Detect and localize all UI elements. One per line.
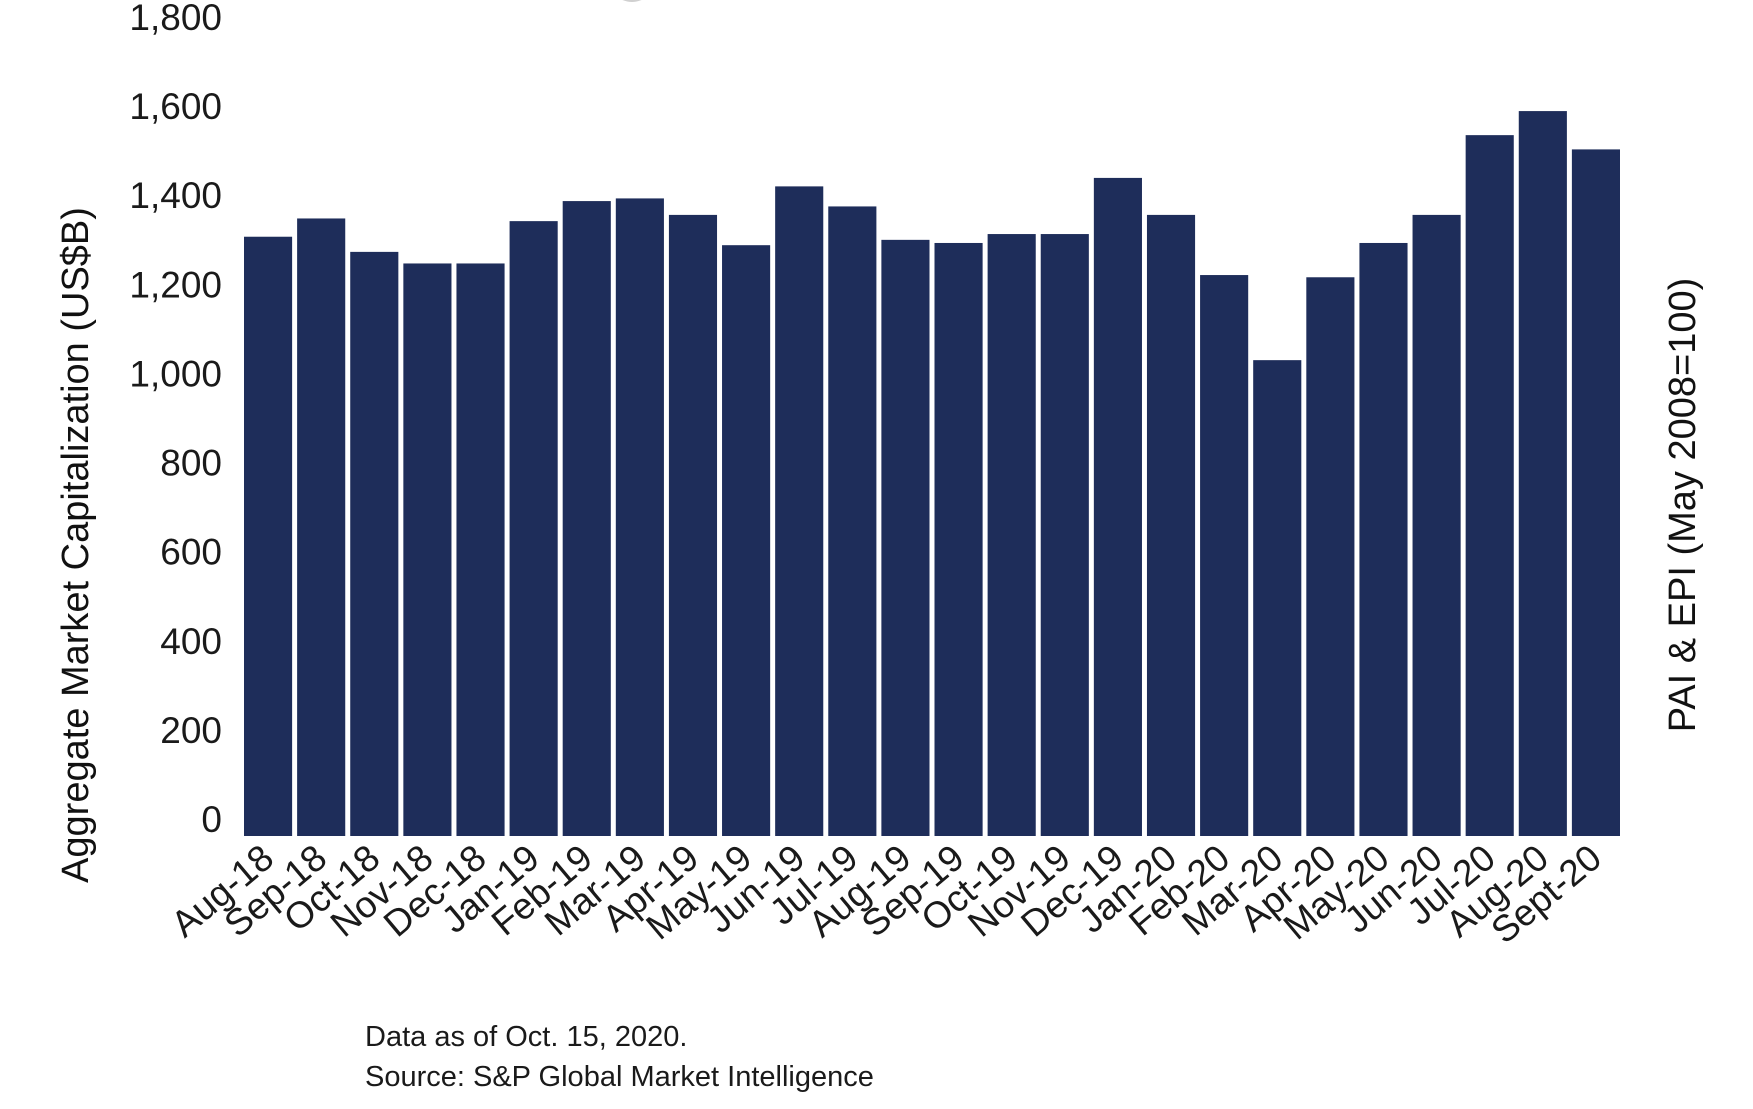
bar [1146, 214, 1196, 836]
bar [1093, 177, 1142, 836]
y-tick-label: 1,400 [129, 175, 222, 216]
bar [1412, 214, 1461, 836]
bar [615, 198, 664, 836]
source-note: Source: S&P Global Market Intelligence [365, 1061, 874, 1093]
bar [456, 263, 505, 837]
y-axis-title: Aggregate Market Capitalization (US$B) [55, 207, 97, 883]
y-tick-label: 1,800 [129, 0, 222, 38]
bar [934, 242, 983, 837]
right-y-axis-title: PAI & EPI (May 2008=100) [1662, 278, 1704, 732]
bar [1465, 135, 1514, 836]
bar [722, 245, 771, 836]
y-tick-label: 800 [160, 443, 222, 484]
bar [350, 251, 399, 836]
bar [297, 218, 346, 836]
bar [828, 206, 877, 836]
bar [668, 214, 718, 836]
y-tick-label: 1,000 [129, 353, 222, 394]
y-tick-label: 1,600 [129, 86, 222, 127]
bar-series [244, 111, 1620, 837]
bar [403, 263, 452, 837]
y-axis-tick-labels: 0 200 400 600 800 1,000 1,200 1,400 1,600 1,800 [129, 0, 222, 840]
x-axis-tick-labels: Aug-18Sep-18Oct-18Nov-18Dec-18Jan-19Feb-… [163, 837, 1609, 952]
bar [509, 221, 558, 836]
y-tick-label: 600 [160, 532, 222, 573]
y-tick-label: 400 [160, 621, 222, 662]
bar [1306, 277, 1355, 836]
top-cropped-legend [622, 0, 642, 2]
bar [244, 236, 293, 837]
bar [1200, 275, 1249, 836]
y-tick-label: 1,200 [129, 264, 222, 305]
bar [881, 239, 930, 837]
bar [1253, 360, 1302, 836]
bar [987, 234, 1036, 837]
bar [1518, 111, 1567, 836]
bar [562, 201, 611, 836]
bar [1040, 234, 1089, 837]
bar [775, 186, 824, 836]
y-tick-label: 200 [160, 710, 222, 751]
y-tick-label: 0 [201, 799, 222, 840]
legend-marker-icon [622, 0, 642, 2]
bar [1359, 242, 1408, 837]
data-date-note: Data as of Oct. 15, 2020. [365, 1021, 688, 1053]
bar [1571, 149, 1620, 836]
